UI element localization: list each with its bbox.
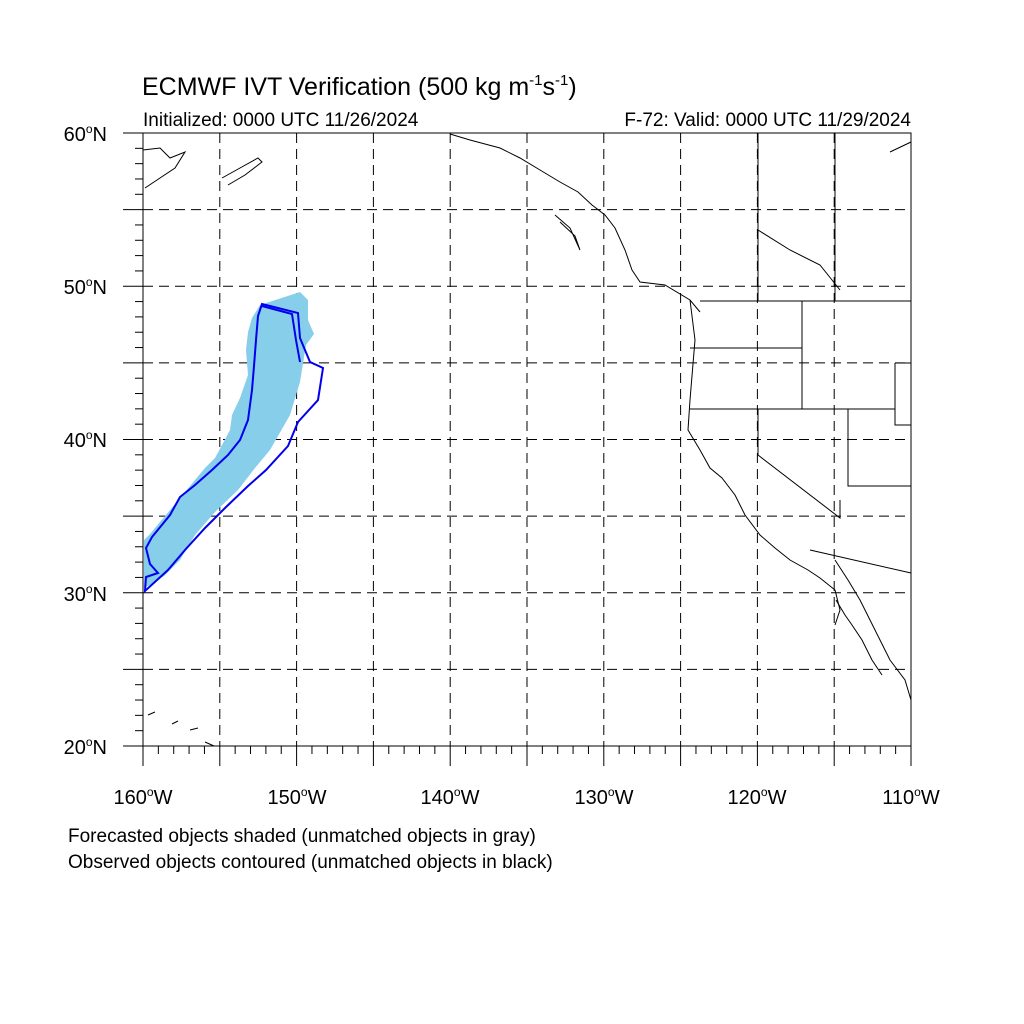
lat-label-60n: 60oN	[63, 122, 107, 146]
lat-label-30n: 30oN	[63, 582, 107, 606]
lon-label-110w: 110oW	[882, 785, 940, 809]
lat-label-20n: 20oN	[63, 735, 107, 759]
map-frame	[142, 132, 912, 747]
political-borders	[690, 133, 912, 574]
lon-label-150w: 150oW	[267, 785, 327, 809]
valid-time-label: F-72: Valid: 0000 UTC 11/29/2024	[624, 110, 911, 131]
observed-ivt-inner-line	[261, 305, 301, 363]
observed-ivt-object	[143, 302, 325, 594]
lat-label-50n: 50oN	[63, 275, 107, 299]
coastlines	[142, 133, 912, 747]
lon-label-160w: 160oW	[113, 785, 173, 809]
lat-label-40n: 40oN	[63, 428, 107, 452]
initialized-label: Initialized: 0000 UTC 11/26/2024	[143, 110, 419, 131]
forecast-ivt-object	[144, 292, 314, 588]
lon-label-120w: 120oW	[727, 785, 787, 809]
map-title: ECMWF IVT Verification (500 kg m-1s-1)	[142, 72, 577, 101]
observed-legend-note: Observed objects contoured (unmatched ob…	[68, 852, 553, 873]
lon-label-130w: 130oW	[574, 785, 634, 809]
forecast-legend-note: Forecasted objects shaded (unmatched obj…	[68, 826, 536, 847]
axis-ticks	[123, 132, 912, 766]
graticule	[143, 133, 911, 746]
lon-label-140w: 140oW	[420, 785, 480, 809]
